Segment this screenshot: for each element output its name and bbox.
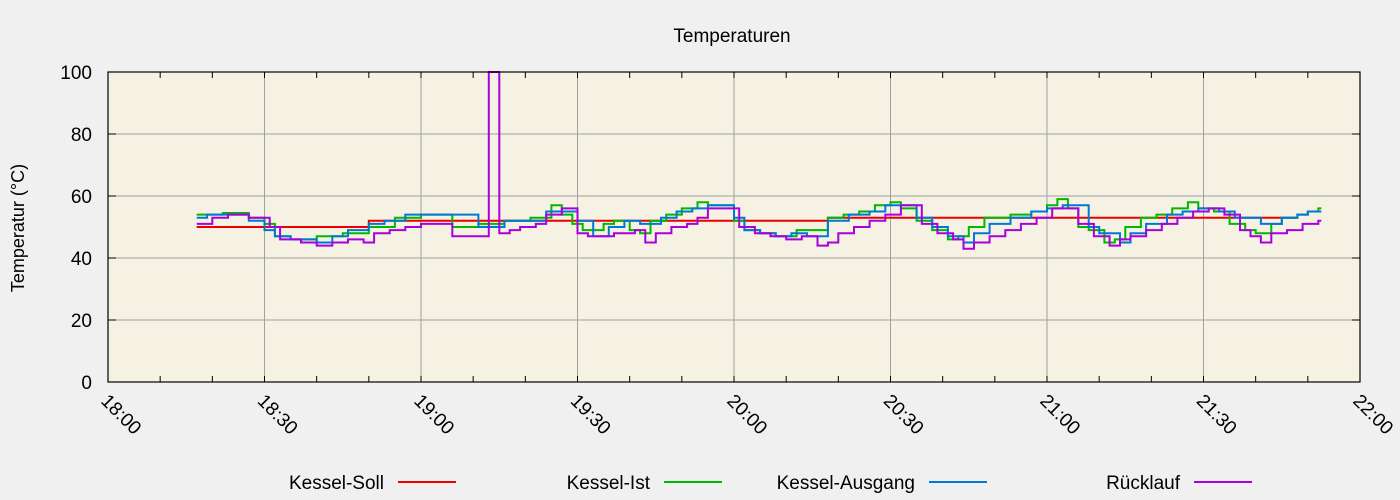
x-tick-label: 19:00: [409, 391, 457, 439]
y-axis-title: Temperatur (°C): [8, 164, 28, 292]
x-tick-label: 20:00: [722, 391, 770, 439]
x-tick-label: 21:00: [1035, 391, 1083, 439]
y-tick-labels: 0 20 40 60 80 100: [60, 63, 92, 394]
series-line-kessel-ausgang: [196, 204, 1322, 244]
y-tick-label: 20: [71, 311, 92, 332]
x-tick-labels: 18:00 18:30 19:00 19:30 20:00 20:30 21:00 21:30…: [96, 391, 1396, 439]
x-tick-label: 18:00: [96, 391, 144, 439]
plot-frame: [107, 71, 1361, 383]
x-tick-label: 20:30: [879, 391, 927, 439]
x-tick-label: 18:30: [253, 391, 301, 439]
y-tick-label: 80: [71, 125, 92, 146]
legend-label: Kessel-Ist: [567, 473, 651, 494]
legend: Kessel-Soll Kessel-Ist Kessel-Ausgang Rückl…: [289, 473, 1252, 494]
y-tick-label: 40: [71, 249, 92, 270]
legend-label: Kessel-Soll: [289, 473, 384, 494]
series-lines: [196, 71, 1322, 250]
chart-title: Temperaturen: [673, 26, 790, 47]
x-tick-label: 21:30: [1192, 391, 1240, 439]
y-tick-label: 60: [71, 187, 92, 208]
legend-label: Rücklauf: [1106, 473, 1181, 494]
legend-label: Kessel-Ausgang: [777, 473, 915, 494]
y-tick-label: 100: [60, 63, 92, 84]
x-tick-label: 19:30: [566, 391, 614, 439]
series-line-r-cklauf: [196, 71, 1322, 250]
x-tick-label: 22:00: [1348, 391, 1396, 439]
y-tick-label: 0: [81, 373, 92, 394]
